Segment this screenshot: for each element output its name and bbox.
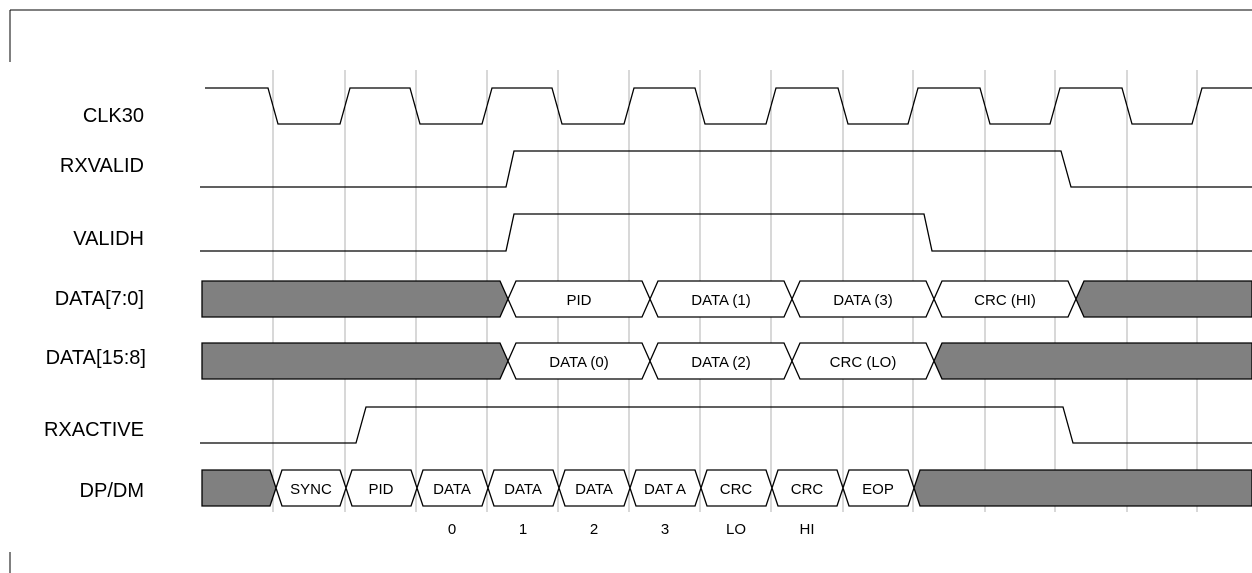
bus-value: EOP [862, 481, 894, 498]
signal-label-data-hi: DATA[15:8] [46, 347, 146, 369]
waveform-rxactive [200, 406, 1252, 444]
bus-value: DATA (2) [691, 354, 750, 371]
waveform-clk30 [205, 87, 1252, 125]
signal-labels: CLK30 RXVALID VALIDH DATA[7:0] DATA[15:8… [44, 105, 146, 502]
byte-index: 2 [590, 521, 598, 538]
waveform-validh [200, 213, 1252, 252]
byte-index: 0 [448, 521, 456, 538]
signal-label-rxactive: RXACTIVE [44, 419, 144, 441]
invalid-region [913, 469, 1252, 507]
bus-value: DATA [433, 481, 471, 498]
frame-border [9, 9, 1252, 573]
bus-dpdm: SYNC PID DATA DATA DATA DAT A CRC CRC EO… [201, 469, 1252, 507]
bus-data-lo: PID DATA (1) DATA (3) CRC (HI) [201, 280, 1252, 318]
bus-value: DAT A [644, 481, 686, 498]
bus-value: DATA (0) [549, 354, 608, 371]
signal-label-data-lo: DATA[7:0] [55, 288, 144, 310]
bus-value: SYNC [290, 481, 332, 498]
byte-index-labels: 0 1 2 3 LO HI [448, 521, 815, 538]
invalid-region [201, 342, 509, 380]
invalid-region [201, 280, 509, 318]
invalid-region [201, 469, 277, 507]
signal-label-clk30: CLK30 [83, 105, 144, 127]
bus-value: PID [566, 292, 591, 309]
invalid-region [1075, 280, 1252, 318]
signal-label-dpdm: DP/DM [80, 480, 144, 502]
byte-index: 1 [519, 521, 527, 538]
bus-value: CRC (LO) [830, 354, 897, 371]
bus-value: DATA (3) [833, 292, 892, 309]
bus-value: PID [368, 481, 393, 498]
bus-value: DATA [504, 481, 542, 498]
bus-value: CRC (HI) [974, 292, 1036, 309]
byte-index: 3 [661, 521, 669, 538]
signal-label-validh: VALIDH [73, 228, 144, 250]
bus-value: CRC [720, 481, 753, 498]
bus-value: DATA [575, 481, 613, 498]
invalid-region [933, 342, 1252, 380]
signal-label-rxvalid: RXVALID [60, 155, 144, 177]
byte-index: LO [726, 521, 746, 538]
bus-data-hi: DATA (0) DATA (2) CRC (LO) [201, 342, 1252, 380]
bus-value: CRC [791, 481, 824, 498]
bus-value: DATA (1) [691, 292, 750, 309]
byte-index: HI [800, 521, 815, 538]
waveform-rxvalid [200, 150, 1252, 188]
